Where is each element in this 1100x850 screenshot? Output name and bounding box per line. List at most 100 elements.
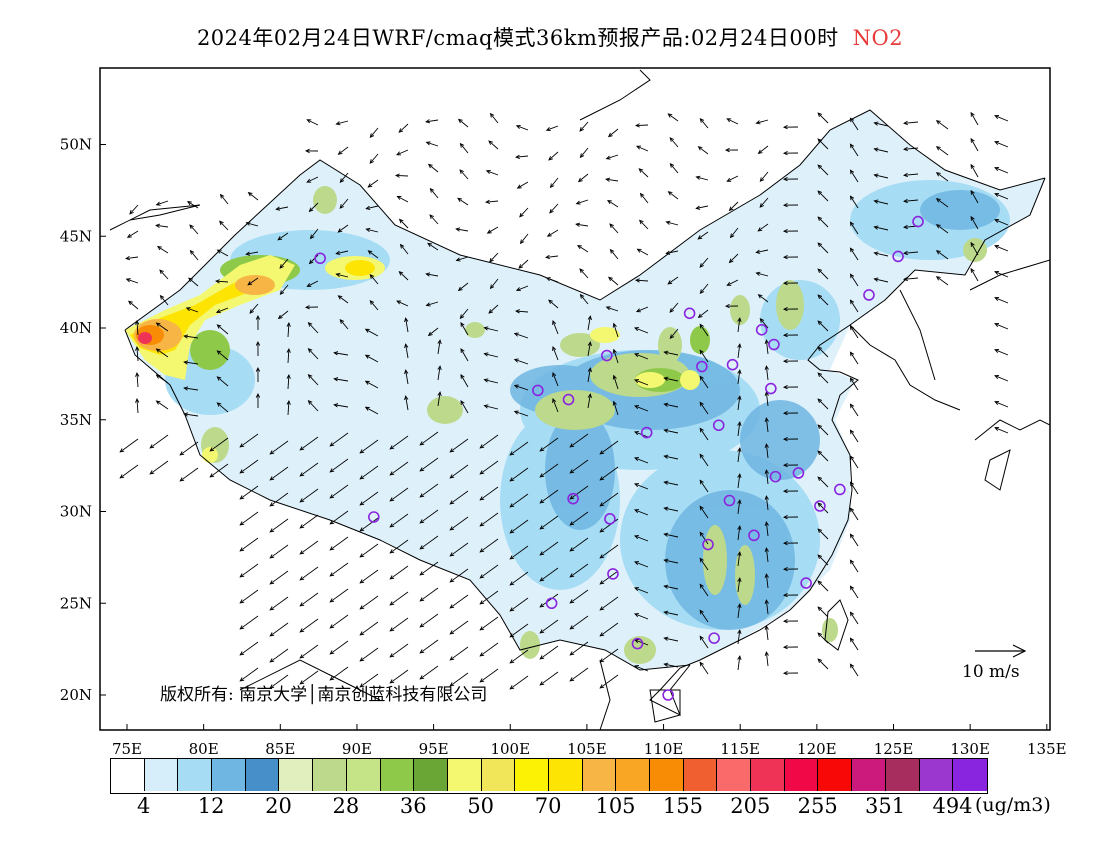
wind-arrow-head	[449, 604, 455, 609]
wind-arrow-head	[697, 235, 703, 240]
wind-arrow	[817, 476, 829, 488]
wind-arrow	[365, 380, 379, 389]
wind-arrow	[874, 226, 889, 231]
city-station-marker	[769, 470, 782, 483]
wind-arrow-head	[359, 579, 365, 584]
wind-arrow	[299, 540, 319, 555]
wind-arrow	[128, 300, 139, 310]
wind-arrow-head	[307, 400, 313, 405]
wind-arrow	[608, 276, 619, 286]
wind-arrow-head	[404, 317, 409, 323]
wind-arrow-head	[269, 658, 275, 663]
wind-arrow-head	[579, 153, 585, 159]
wind-arrow-head	[389, 549, 395, 554]
wind-arrow-head	[782, 280, 788, 286]
wind-arrow-head	[460, 347, 465, 353]
wind-arrow-head	[359, 527, 365, 532]
wind-arrow-head	[515, 124, 521, 129]
wind-arrow	[613, 375, 619, 390]
wind-arrow-head	[634, 665, 639, 670]
wind-arrow	[669, 302, 679, 313]
wind-arrow	[430, 188, 439, 199]
wind-arrow	[817, 112, 829, 124]
wind-arrow-head	[299, 654, 305, 659]
wind-arrow-head	[782, 410, 788, 416]
legend-swatch	[650, 759, 684, 791]
wind-arrow-head	[389, 445, 395, 450]
wind-arrow	[359, 569, 379, 584]
wind-arrow	[613, 323, 619, 338]
wind-arrow	[994, 141, 1009, 148]
wind-arrow	[449, 438, 469, 453]
wind-arrow-head	[638, 219, 644, 225]
wind-arrow	[727, 175, 739, 182]
wind-arrow-head	[335, 121, 341, 126]
legend-swatch	[582, 759, 617, 791]
wind-arrow-head	[817, 424, 823, 429]
wind-arrow	[569, 511, 589, 526]
lat-tick-label: 30N	[60, 503, 92, 521]
wind-arrow	[217, 324, 229, 335]
wind-arrow-head	[539, 577, 545, 582]
wind-arrow-head	[849, 195, 855, 201]
wind-arrow	[664, 611, 679, 616]
legend-swatch	[245, 759, 280, 791]
wind-arrow-head	[599, 476, 605, 481]
wind-arrow	[426, 273, 439, 277]
city-station-marker	[814, 500, 826, 512]
wind-arrow	[817, 424, 829, 436]
wind-arrow	[449, 646, 469, 661]
wind-arrow	[994, 375, 1009, 382]
wind-arrow-head	[129, 209, 134, 215]
wind-arrow	[458, 119, 469, 128]
wind-arrow	[550, 177, 559, 188]
wind-arrow-head	[759, 203, 765, 208]
wind-arrow-head	[269, 606, 275, 611]
latitude-axis: 50N 45N 40N 35N 30N 25N 20N	[60, 136, 106, 704]
wind-arrow-head	[304, 148, 310, 154]
wind-arrow	[580, 294, 589, 305]
wind-arrow	[280, 284, 289, 295]
wind-arrow	[699, 283, 709, 294]
wind-arrow-head	[509, 685, 515, 690]
wind-arrow	[389, 461, 409, 476]
map-title: 2024年02月24日WRF/cmaq模式36km预报产品:02月24日00时 N…	[196, 26, 904, 50]
wind-arrow	[737, 656, 741, 671]
wind-arrow	[429, 214, 439, 225]
wind-arrow-head	[994, 322, 1000, 327]
wind-arrow	[156, 224, 169, 228]
wind-arrow-head	[369, 133, 375, 139]
wind-arrow	[308, 348, 319, 360]
wind-arrow-head	[817, 346, 823, 351]
wind-arrow-head	[737, 551, 742, 557]
wind-arrow-head	[419, 467, 425, 472]
legend-swatch	[515, 759, 549, 791]
wind-arrow	[539, 437, 559, 452]
wind-arrow	[397, 195, 409, 203]
wind-arrow	[970, 268, 979, 282]
city-station-marker	[562, 393, 575, 406]
wind-arrow	[516, 285, 529, 291]
wind-arrow-head	[634, 587, 639, 592]
wind-arrow	[359, 595, 379, 610]
wind-arrow-head	[994, 114, 1000, 119]
wind-arrow	[699, 350, 709, 363]
wind-arrow	[449, 542, 469, 557]
wind-arrow	[970, 164, 979, 178]
wind-arrow	[970, 138, 979, 152]
wind-arrow-head	[699, 401, 704, 407]
wind-arrow-head	[569, 521, 575, 526]
wind-arrow	[369, 127, 379, 138]
wind-arrow	[119, 438, 139, 453]
wind-arrow-head	[369, 159, 375, 164]
wind-arrow-head	[636, 145, 641, 150]
wind-arrow	[307, 119, 319, 126]
wind-arrow-head	[159, 269, 164, 275]
wind-arrow	[904, 251, 919, 254]
wind-arrow	[486, 200, 499, 203]
wind-arrow	[634, 483, 649, 490]
wind-arrow	[276, 206, 289, 210]
wind-arrow	[419, 457, 439, 472]
wind-arrow-head	[449, 474, 455, 479]
